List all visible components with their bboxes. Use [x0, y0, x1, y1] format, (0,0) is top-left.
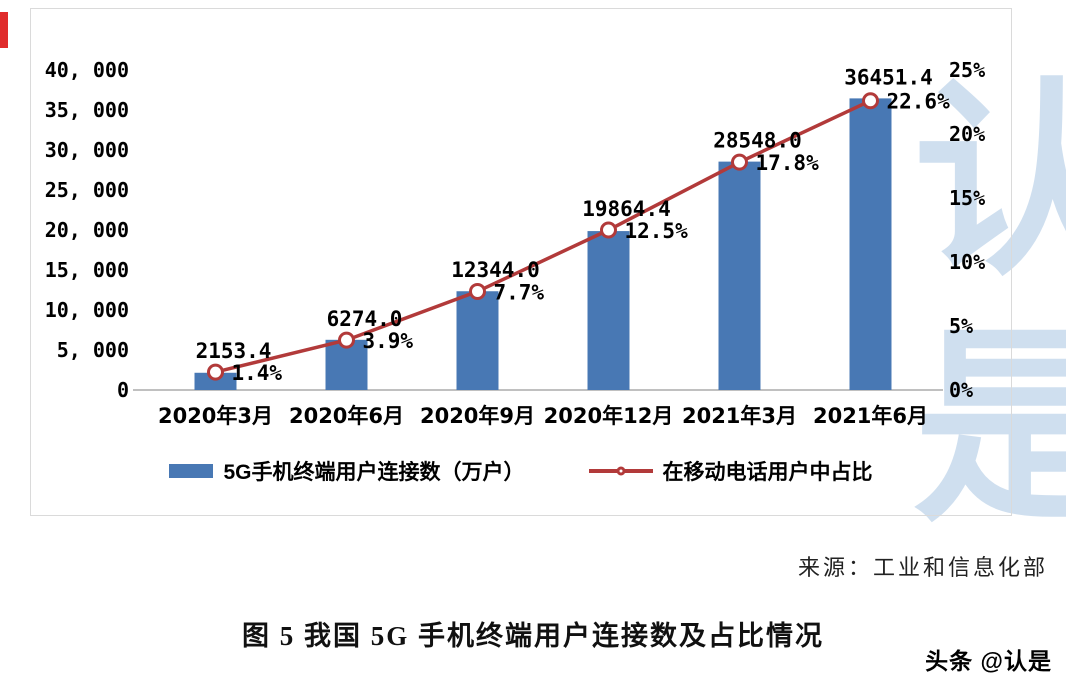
- line-marker-icon: [616, 466, 625, 476]
- ratio-line: [215, 99, 872, 374]
- bar: [194, 372, 237, 390]
- left-axis-tick: 30, 000: [45, 138, 129, 162]
- left-axis-tick: 0: [117, 378, 129, 402]
- line-marker: [731, 153, 748, 171]
- right-axis-tick: 0%: [949, 378, 973, 402]
- left-axis-tick: 15, 000: [45, 258, 129, 282]
- value-label: 19864.4: [582, 197, 671, 221]
- left-axis-tick: 5, 000: [57, 338, 129, 362]
- legend-label-line: 在移动电话用户中占比: [662, 461, 873, 484]
- chart-panel: 0 5, 000 10, 000 15, 000 20, 000 25, 000 30, 0…: [30, 8, 1012, 516]
- bar: [849, 98, 892, 391]
- x-axis-category: 2020年9月: [420, 404, 535, 428]
- right-axis-tick: 10%: [949, 250, 985, 274]
- line-marker: [338, 331, 355, 349]
- byline-watermark: 头条 @认是: [925, 648, 1052, 674]
- left-axis-tick: 35, 000: [45, 98, 129, 122]
- value-label: 28548.0: [713, 129, 802, 153]
- x-axis-category: 2020年3月: [158, 404, 273, 428]
- percent-label: 22.6%: [887, 90, 951, 114]
- x-axis-category: 2020年6月: [289, 404, 404, 428]
- x-axis-category: 2020年12月: [544, 404, 674, 428]
- left-axis-tick: 25, 000: [45, 178, 129, 202]
- left-axis-tick: 20, 000: [45, 218, 129, 242]
- left-axis-tick: 40, 000: [45, 58, 129, 82]
- value-label: 12344.0: [451, 258, 540, 282]
- source-note: 来源：工业和信息化部: [797, 555, 1048, 580]
- chart-legend: 5G手机终端用户连接数（万户） 在移动电话用户中占比: [31, 456, 1011, 486]
- line-marker: [862, 92, 879, 110]
- line-marker: [207, 363, 224, 381]
- percent-label: 1.4%: [232, 361, 283, 385]
- right-axis-tick: 15%: [949, 186, 985, 210]
- bar-series-swatch: [169, 464, 214, 478]
- line-marker: [469, 282, 486, 300]
- value-label: 36451.4: [844, 65, 933, 89]
- red-edge-mark: [0, 12, 8, 48]
- bar: [587, 231, 630, 390]
- x-axis-category: 2021年3月: [682, 404, 797, 428]
- line-marker: [600, 221, 617, 239]
- bar: [456, 291, 499, 390]
- legend-item-bars: 5G手机终端用户连接数（万户）: [169, 456, 525, 486]
- right-axis-tick: 25%: [949, 58, 985, 82]
- legend-item-line: 在移动电话用户中占比: [588, 456, 873, 486]
- legend-label-bars: 5G手机终端用户连接数（万户）: [223, 461, 525, 484]
- x-axis-category: 2021年6月: [813, 404, 928, 428]
- combo-chart: 0 5, 000 10, 000 15, 000 20, 000 25, 000 30, 0…: [45, 58, 985, 428]
- percent-label: 7.7%: [494, 280, 545, 304]
- figure-caption: 图 5 我国 5G 手机终端用户连接数及占比情况: [241, 621, 824, 651]
- percent-label: 17.8%: [756, 151, 820, 175]
- line-series-swatch: [588, 466, 653, 476]
- value-label: 6274.0: [327, 307, 403, 331]
- value-label: 2153.4: [196, 339, 272, 363]
- right-axis-tick: 20%: [949, 122, 985, 146]
- percent-label: 3.9%: [363, 329, 414, 353]
- percent-label: 12.5%: [625, 219, 689, 243]
- bar: [718, 161, 761, 390]
- right-axis-tick: 5%: [949, 314, 973, 338]
- left-axis-tick: 10, 000: [45, 298, 129, 322]
